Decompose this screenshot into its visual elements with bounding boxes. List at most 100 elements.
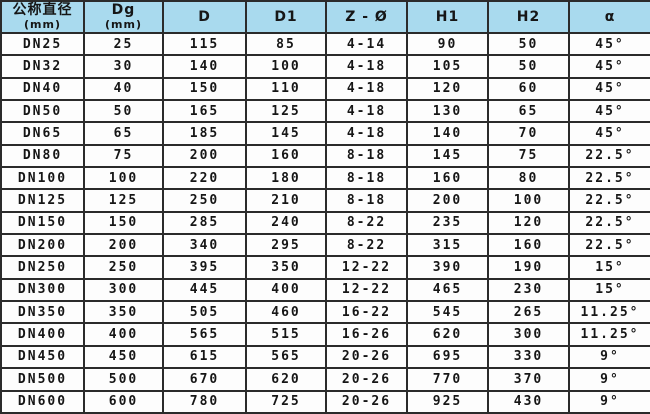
table-cell: DN50 — [0, 99, 85, 124]
table-cell: 30 — [83, 54, 164, 79]
table-cell: 22.5° — [568, 210, 650, 236]
table-cell: DN400 — [0, 322, 85, 347]
table-cell: 600 — [83, 389, 164, 414]
table-cell: 160 — [487, 233, 570, 258]
table-cell: 145 — [406, 143, 489, 169]
table-cell: 45° — [568, 121, 650, 146]
table-cell: 565 — [245, 344, 327, 370]
table-cell: DN500 — [0, 367, 85, 392]
table-row: DN500 500 670 620 20-26 770 370 9° — [0, 367, 650, 392]
table-cell: DN40 — [0, 76, 85, 102]
table-cell: 4-18 — [325, 76, 408, 102]
table-cell: 200 — [406, 188, 489, 213]
table-cell: 350 — [83, 300, 164, 325]
table-cell: 22.5° — [568, 233, 650, 258]
table-cell: 620 — [245, 367, 327, 392]
table-cell: 120 — [406, 76, 489, 102]
table-cell: 12-22 — [325, 277, 408, 303]
table-cell: 160 — [406, 166, 489, 191]
table-cell: 8-18 — [325, 143, 408, 169]
column-label: Z - Ø — [345, 8, 388, 25]
table-cell: 430 — [487, 389, 570, 414]
table-cell: 300 — [83, 277, 164, 303]
column-label: D — [198, 8, 211, 25]
table-cell: 150 — [162, 76, 247, 102]
table-cell: 15° — [568, 255, 650, 280]
table-cell: 300 — [487, 322, 570, 347]
table-cell: DN25 — [0, 31, 85, 57]
table-cell: 4-18 — [325, 54, 408, 79]
table-cell: 615 — [162, 344, 247, 370]
table-cell: 50 — [487, 54, 570, 79]
table-cell: 285 — [162, 210, 247, 236]
table-cell: 265 — [487, 300, 570, 325]
table-row: DN50 50 165 125 4-18 130 65 45° — [0, 99, 650, 124]
table-cell: 460 — [245, 300, 327, 325]
column-label: α — [604, 8, 616, 25]
table-cell: 695 — [406, 344, 489, 370]
column-label: H1 — [435, 8, 460, 25]
table-cell: 22.5° — [568, 188, 650, 213]
table-cell: 16-26 — [325, 322, 408, 347]
table-cell: 230 — [487, 277, 570, 303]
table-row: DN150 150 285 240 8-22 235 120 22.5° — [0, 210, 650, 236]
table-cell: 500 — [83, 367, 164, 392]
table-row: DN25 25 115 85 4-14 90 50 45° — [0, 31, 650, 57]
table-row: DN65 65 185 145 4-18 140 70 45° — [0, 121, 650, 146]
table-cell: 20-26 — [325, 367, 408, 392]
table-cell: 465 — [406, 277, 489, 303]
table-cell: 9° — [568, 389, 650, 414]
table-cell: 125 — [245, 99, 327, 124]
table-cell: DN250 — [0, 255, 85, 280]
table-cell: DN200 — [0, 233, 85, 258]
table-cell: 100 — [83, 166, 164, 191]
table-cell: 140 — [162, 54, 247, 79]
table-cell: 8-22 — [325, 233, 408, 258]
table-cell: 4-18 — [325, 121, 408, 146]
table-row: DN300 300 445 400 12-22 465 230 15° — [0, 277, 650, 303]
table-cell: 565 — [162, 322, 247, 347]
table-cell: 100 — [245, 54, 327, 79]
column-header: Z - Ø — [325, 0, 408, 34]
column-sublabel: (mm) — [105, 18, 142, 32]
table-cell: DN80 — [0, 143, 85, 169]
table-row: DN250 250 395 350 12-22 390 190 15° — [0, 255, 650, 280]
table-row: DN400 400 565 515 16-26 620 300 11.25° — [0, 322, 650, 347]
table-row: DN450 450 615 565 20-26 695 330 9° — [0, 344, 650, 370]
table-cell: 45° — [568, 31, 650, 57]
column-label: H2 — [516, 8, 541, 25]
table-cell: 25 — [83, 31, 164, 57]
column-label: 公称直径 — [12, 2, 73, 19]
table-cell: 50 — [487, 31, 570, 57]
table-row: DN32 30 140 100 4-18 105 50 45° — [0, 54, 650, 79]
table-cell: DN350 — [0, 300, 85, 325]
table-cell: 190 — [487, 255, 570, 280]
table-cell: 105 — [406, 54, 489, 79]
table-cell: 90 — [406, 31, 489, 57]
table-cell: 780 — [162, 389, 247, 414]
table-cell: 145 — [245, 121, 327, 146]
table-row: DN350 350 505 460 16-22 545 265 11.25° — [0, 300, 650, 325]
table-cell: 80 — [487, 166, 570, 191]
table-cell: 620 — [406, 322, 489, 347]
table-cell: 22.5° — [568, 143, 650, 169]
table-cell: 125 — [83, 188, 164, 213]
table-cell: 150 — [83, 210, 164, 236]
table-row: DN100 100 220 180 8-18 160 80 22.5° — [0, 166, 650, 191]
table-cell: 295 — [245, 233, 327, 258]
table-cell: 8-18 — [325, 166, 408, 191]
table-cell: 250 — [83, 255, 164, 280]
table-cell: 50 — [83, 99, 164, 124]
table-cell: 140 — [406, 121, 489, 146]
table-cell: 390 — [406, 255, 489, 280]
table-cell: 180 — [245, 166, 327, 191]
table-cell: 670 — [162, 367, 247, 392]
table-header: 公称直径 (mm) Dg (mm) D D1 Z - Ø H1 H2 α — [0, 0, 650, 34]
table-cell: 20-26 — [325, 344, 408, 370]
column-header: D1 — [245, 0, 327, 34]
table-cell: 16-22 — [325, 300, 408, 325]
table-cell: 185 — [162, 121, 247, 146]
table-cell: 8-18 — [325, 188, 408, 213]
table-cell: 330 — [487, 344, 570, 370]
table-cell: 115 — [162, 31, 247, 57]
